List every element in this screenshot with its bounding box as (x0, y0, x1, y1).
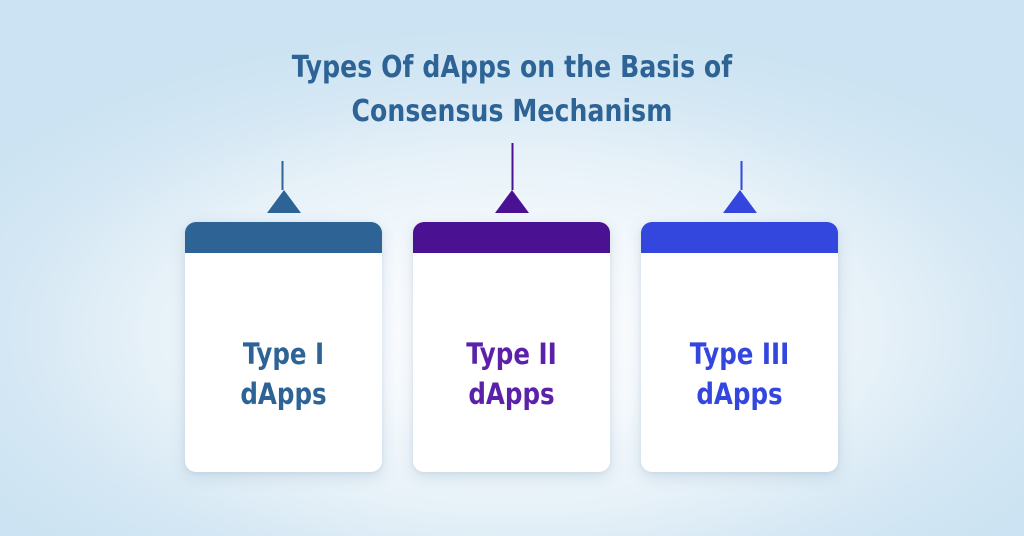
card-type-iii-dapps[interactable]: Type III dApps (641, 190, 838, 472)
card-header-band (185, 222, 382, 253)
card-body: Type II dApps (413, 222, 610, 472)
card-type-i-dapps[interactable]: Type I dApps (185, 190, 382, 472)
card-pointer-icon (266, 190, 301, 213)
card-label: Type III dApps (647, 334, 832, 414)
card-label: Type I dApps (191, 334, 376, 414)
page-title-line-2: Consensus Mechanism (351, 94, 673, 129)
card-type-ii-dapps[interactable]: Type II dApps (413, 190, 610, 472)
card-label-line-1: Type II (466, 337, 557, 371)
card-label-line-2: dApps (240, 377, 327, 411)
card-body: Type III dApps (641, 222, 838, 472)
card-pointer-icon (494, 190, 529, 213)
card-label-line-2: dApps (696, 377, 783, 411)
card-label-line-1: Type I (242, 337, 325, 371)
card-header-band (641, 222, 838, 253)
card-label-line-1: Type III (689, 337, 790, 371)
connector-bracket (281, 143, 743, 190)
cards-row: Type I dApps Type II dApps Type III (185, 190, 839, 472)
card-label-line-2: dApps (468, 377, 555, 411)
card-label: Type II dApps (419, 334, 604, 414)
card-header-band (413, 222, 610, 253)
page-title-line-1: Types Of dApps on the Basis of (291, 50, 733, 85)
card-body: Type I dApps (185, 222, 382, 472)
page-title: Types Of dApps on the Basis of Consensus… (0, 46, 1024, 134)
card-pointer-icon (722, 190, 757, 213)
